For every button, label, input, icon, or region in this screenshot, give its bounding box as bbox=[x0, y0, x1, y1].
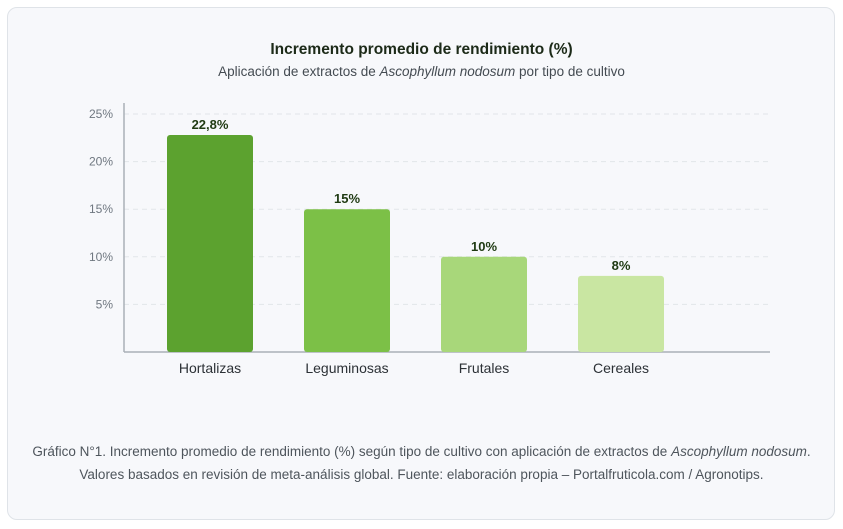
caption-species: Ascophyllum nodosum bbox=[671, 444, 807, 459]
data-label-frutales: 10% bbox=[471, 239, 497, 254]
chart-subtitle: Aplicación de extractos de Ascophyllum n… bbox=[0, 64, 843, 79]
subtitle-prefix: Aplicación de extractos de bbox=[218, 64, 380, 79]
subtitle-suffix: por tipo de cultivo bbox=[515, 64, 625, 79]
x-tick-label-frutales: Frutales bbox=[459, 360, 510, 376]
x-tick-label-hortalizas: Hortalizas bbox=[179, 360, 241, 376]
caption-line-1: Gráfico N°1. Incremento promedio de rend… bbox=[0, 440, 843, 463]
bar-hortalizas bbox=[167, 134, 253, 352]
data-label-leguminosas: 15% bbox=[334, 191, 360, 206]
y-tick-label-15: 15% bbox=[89, 202, 113, 216]
subtitle-species: Ascophyllum nodosum bbox=[379, 64, 516, 79]
y-tick-label-20: 20% bbox=[89, 155, 113, 169]
data-label-cereales: 8% bbox=[612, 258, 631, 273]
data-label-hortalizas: 22,8% bbox=[192, 117, 229, 132]
bar-leguminosas bbox=[304, 209, 390, 352]
bar-cereales bbox=[578, 275, 664, 352]
bar-frutales bbox=[441, 256, 527, 352]
chart-caption: Gráfico N°1. Incremento promedio de rend… bbox=[0, 440, 843, 486]
chart-card bbox=[7, 7, 835, 520]
caption-line1-suffix: . bbox=[806, 444, 811, 459]
y-tick-label-25: 25% bbox=[89, 107, 113, 121]
x-tick-label-leguminosas: Leguminosas bbox=[305, 360, 388, 376]
caption-line-2: Valores basados en revisión de meta-anál… bbox=[79, 467, 764, 482]
chart-title: Incremento promedio de rendimiento (%) bbox=[270, 41, 573, 58]
caption-line1-prefix: Gráfico N°1. Incremento promedio de rend… bbox=[32, 444, 672, 459]
y-tick-label-5: 5% bbox=[96, 297, 114, 311]
y-tick-label-10: 10% bbox=[89, 250, 113, 264]
x-tick-label-cereales: Cereales bbox=[593, 360, 649, 376]
